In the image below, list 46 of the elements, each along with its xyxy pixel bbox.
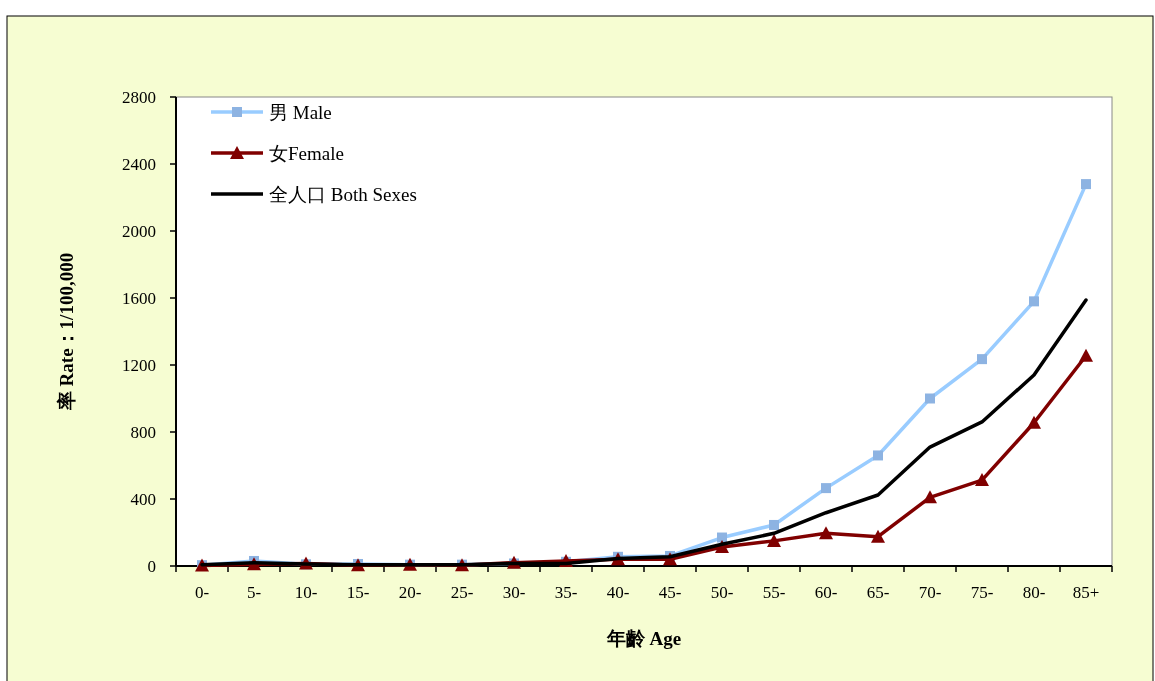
x-tick-label: 10- <box>294 583 318 602</box>
x-tick-label: 65- <box>866 583 890 602</box>
x-tick-label: 0- <box>194 583 210 602</box>
x-tick-label: 80- <box>1022 583 1046 602</box>
y-tick-label: 2000 <box>122 222 156 241</box>
y-tick-label: 0 <box>147 557 156 576</box>
y-tick-label: 1200 <box>122 356 156 375</box>
y-tick-label: 2800 <box>122 88 156 107</box>
y-axis-title: 率 Rate：1/100,000 <box>56 252 77 412</box>
legend-label: 全人口 Both Sexes <box>269 184 417 205</box>
point <box>769 519 779 530</box>
x-tick-label: 45- <box>658 583 682 602</box>
x-tick-label: 55- <box>762 583 786 602</box>
point <box>1081 179 1091 190</box>
point <box>1029 296 1039 307</box>
x-tick-label: 85+ <box>1072 583 1100 602</box>
point <box>819 526 833 540</box>
legend-label: 女Female <box>269 143 344 164</box>
point <box>977 354 987 365</box>
y-tick-label: 2400 <box>122 155 156 174</box>
point <box>717 532 727 543</box>
y-tick-label: 400 <box>130 490 156 509</box>
x-tick-label: 15- <box>346 583 370 602</box>
x-tick-label: 75- <box>970 583 994 602</box>
x-tick-label: 25- <box>450 583 474 602</box>
point <box>767 533 781 547</box>
point <box>925 393 935 404</box>
point <box>975 473 989 487</box>
x-tick-label: 60- <box>814 583 838 602</box>
point <box>1027 415 1041 429</box>
point <box>1079 348 1093 362</box>
x-tick-label: 70- <box>918 583 942 602</box>
x-tick-label: 50- <box>710 583 734 602</box>
legend-label: 男 Male <box>269 102 332 123</box>
x-tick-label: 5- <box>246 583 262 602</box>
y-tick-label: 1600 <box>122 289 156 308</box>
point <box>923 490 937 504</box>
point <box>821 483 831 494</box>
y-tick-label: 800 <box>130 423 156 442</box>
point <box>873 450 883 461</box>
x-tick-label: 30- <box>502 583 526 602</box>
x-tick-label: 20- <box>398 583 422 602</box>
x-axis-title: 年齡 Age <box>605 628 682 649</box>
point <box>871 529 885 543</box>
x-tick-label: 40- <box>606 583 630 602</box>
x-tick-label: 35- <box>554 583 578 602</box>
